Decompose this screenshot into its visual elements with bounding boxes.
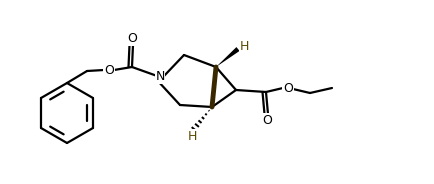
- Text: O: O: [283, 82, 292, 95]
- Text: O: O: [104, 63, 114, 77]
- Text: O: O: [127, 33, 137, 45]
- Polygon shape: [216, 47, 239, 67]
- Text: O: O: [261, 114, 271, 127]
- Text: H: H: [239, 40, 248, 54]
- Text: N: N: [155, 70, 164, 84]
- Text: H: H: [187, 130, 196, 142]
